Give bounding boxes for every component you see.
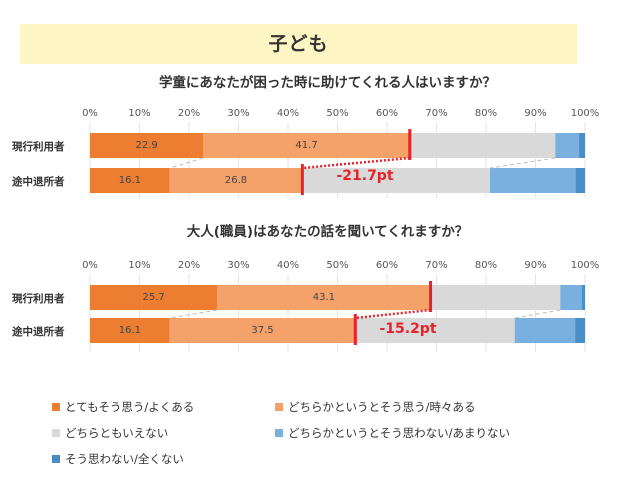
- chart-title-1: 学童にあなたが困った時に助けてくれる人はいますか？: [159, 74, 496, 91]
- bar-segment: [90, 318, 170, 343]
- bar-segment: [514, 318, 576, 343]
- difference-annotation: -15.2pt: [379, 321, 436, 337]
- series-connector: [169, 157, 204, 169]
- x-tick-label: 60%: [376, 108, 398, 119]
- legend-label: とてもそう思う/よくある: [65, 400, 194, 414]
- x-tick-label: 70%: [425, 108, 447, 119]
- difference-connector: [302, 156, 410, 170]
- category-label: 現行利用者: [12, 292, 65, 305]
- bar-segment: [489, 168, 576, 193]
- x-tick-label: 10%: [128, 260, 150, 271]
- x-tick-label: 70%: [425, 260, 447, 271]
- bar-segment: [582, 285, 585, 310]
- bar-segment: [355, 318, 515, 343]
- category-label: 現行利用者: [12, 140, 65, 153]
- data-label: 43.1: [313, 292, 335, 303]
- chart-title-2: 大人(職員)はあなたの話を聞いてくれますか？: [187, 223, 469, 240]
- data-label: 41.7: [295, 140, 317, 151]
- bar-segment: [90, 285, 218, 310]
- x-tick-label: 50%: [326, 260, 348, 271]
- x-tick-label: 80%: [475, 108, 497, 119]
- bar-segment: [560, 285, 583, 310]
- bar-segment: [409, 133, 556, 158]
- x-tick-label: 10%: [128, 108, 150, 119]
- section-banner: 子ども: [20, 24, 577, 64]
- data-label: 16.1: [119, 325, 141, 336]
- legend-label: そう思わない/全くない: [65, 452, 184, 466]
- data-label: 25.7: [142, 292, 164, 303]
- legend-swatch: [52, 455, 60, 463]
- bar-segment: [203, 133, 410, 158]
- bar-segment: [169, 318, 356, 343]
- x-tick-label: 50%: [326, 108, 348, 119]
- x-tick-label: 0%: [82, 108, 98, 119]
- series-connector: [489, 157, 556, 169]
- bar-segment: [302, 168, 490, 193]
- bar-segment: [90, 168, 170, 193]
- bar-segment: [579, 133, 585, 158]
- series-connector: [514, 309, 561, 319]
- x-tick-label: 40%: [277, 260, 299, 271]
- series-connector: [169, 309, 218, 319]
- data-label: 22.9: [136, 140, 158, 151]
- x-tick-label: 90%: [524, 108, 546, 119]
- data-label: 26.8: [225, 175, 247, 186]
- data-label: 16.1: [119, 175, 141, 186]
- bar-segment: [217, 285, 431, 310]
- x-tick-label: 90%: [524, 260, 546, 271]
- data-label: 37.5: [251, 325, 273, 336]
- bar-segment: [575, 168, 585, 193]
- x-tick-label: 0%: [82, 260, 98, 271]
- bar-segment: [575, 318, 585, 343]
- section-title: 子ども: [268, 33, 329, 55]
- x-tick-label: 20%: [178, 108, 200, 119]
- bar-segment: [555, 133, 580, 158]
- x-tick-label: 40%: [277, 108, 299, 119]
- bar-segment: [90, 133, 204, 158]
- category-label: 途中退所者: [12, 175, 65, 188]
- x-tick-label: 100%: [571, 260, 600, 271]
- legend-swatch: [275, 403, 283, 411]
- bar-segment: [169, 168, 303, 193]
- legend-swatch: [52, 403, 60, 411]
- x-tick-label: 30%: [227, 108, 249, 119]
- x-tick-label: 30%: [227, 260, 249, 271]
- x-tick-label: 100%: [571, 108, 600, 119]
- x-tick-label: 60%: [376, 260, 398, 271]
- x-tick-label: 20%: [178, 260, 200, 271]
- legend-label: どちらともいえない: [65, 426, 168, 440]
- x-tick-label: 80%: [475, 260, 497, 271]
- legend-swatch: [275, 429, 283, 437]
- bar-segment: [430, 285, 561, 310]
- difference-connector: [355, 308, 431, 320]
- category-label: 途中退所者: [12, 325, 65, 338]
- difference-annotation: -21.7pt: [336, 168, 393, 184]
- legend-label: どちらかというとそう思わない/あまりない: [288, 426, 510, 440]
- legend-label: どちらかというとそう思う/時々ある: [288, 400, 476, 414]
- legend-swatch: [52, 429, 60, 437]
